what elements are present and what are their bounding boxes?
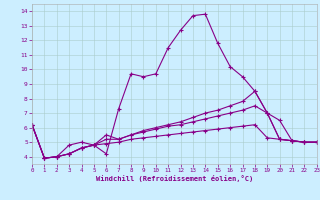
X-axis label: Windchill (Refroidissement éolien,°C): Windchill (Refroidissement éolien,°C)	[96, 175, 253, 182]
